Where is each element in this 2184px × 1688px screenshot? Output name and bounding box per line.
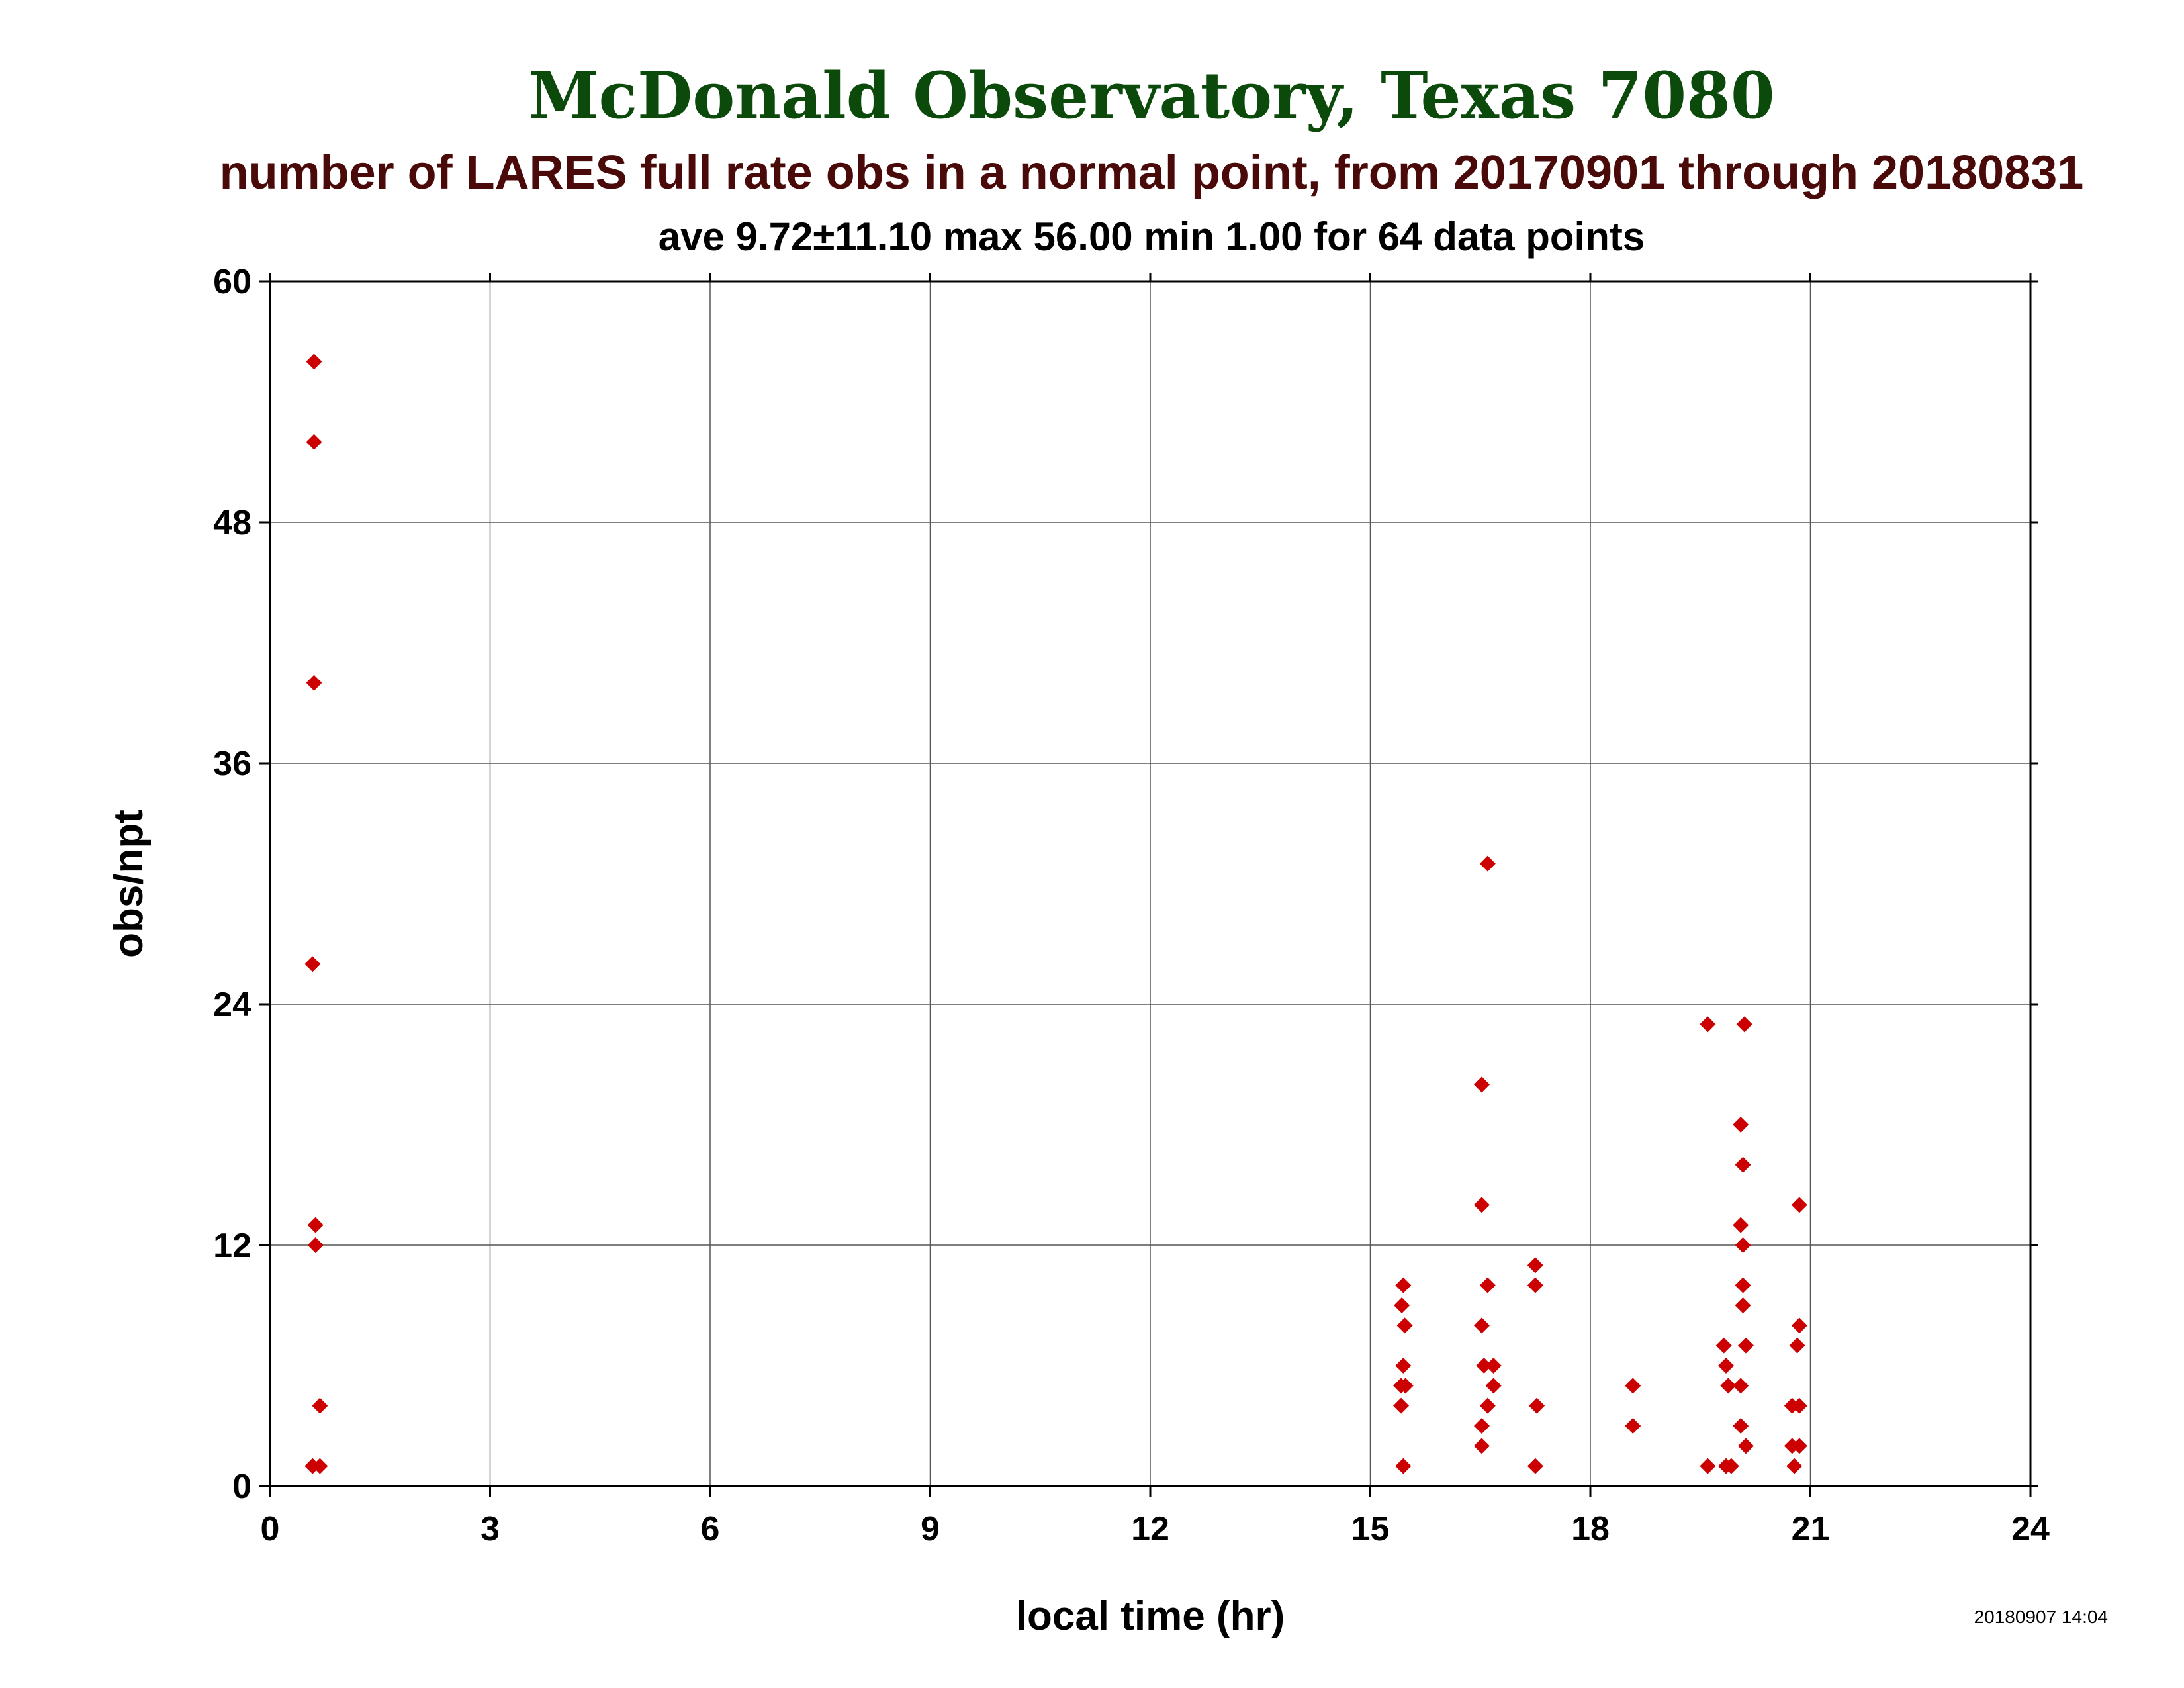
data-point — [1479, 1397, 1496, 1414]
data-point — [306, 434, 322, 450]
data-point — [1625, 1418, 1641, 1434]
data-point — [1527, 1458, 1543, 1474]
data-point — [1720, 1378, 1737, 1394]
data-point — [1791, 1438, 1807, 1454]
data-point — [1737, 1438, 1754, 1454]
data-point — [1396, 1317, 1413, 1334]
data-point — [304, 956, 321, 972]
data-point — [1527, 1257, 1543, 1274]
data-point — [312, 1458, 328, 1474]
data-point — [1473, 1438, 1490, 1454]
data-point — [1733, 1418, 1749, 1434]
data-point — [1473, 1076, 1490, 1093]
data-point — [1789, 1337, 1805, 1354]
data-point — [1735, 1297, 1751, 1313]
data-point — [306, 353, 322, 370]
plot-frame — [269, 280, 2032, 1487]
chart-subtitle: number of LARES full rate obs in a norma… — [220, 146, 2084, 199]
x-tick-label: 3 — [480, 1510, 500, 1548]
data-point — [1700, 1016, 1716, 1033]
data-point — [1394, 1297, 1410, 1313]
data-point — [1485, 1358, 1502, 1374]
x-tick-labels: 0 3 6 9 12 15 18 21 24 — [261, 1510, 2050, 1548]
y-tick-label: 36 — [213, 745, 251, 783]
x-tick-label: 18 — [1571, 1510, 1610, 1548]
x-tick-label: 6 — [701, 1510, 720, 1548]
grid-lines — [270, 281, 2030, 1486]
data-point — [1733, 1117, 1749, 1133]
data-point — [1395, 1277, 1412, 1293]
data-point — [307, 1237, 324, 1253]
data-point — [1791, 1197, 1807, 1213]
data-point — [1476, 1358, 1492, 1374]
data-point — [1723, 1458, 1739, 1474]
x-tick-label: 0 — [261, 1510, 280, 1548]
x-tick-label: 9 — [921, 1510, 940, 1548]
timestamp: 20180907 14:04 — [1974, 1607, 2108, 1627]
data-point — [1395, 1358, 1412, 1374]
data-point — [1527, 1277, 1543, 1293]
data-point — [1791, 1397, 1807, 1414]
data-point — [1479, 855, 1496, 872]
data-point — [312, 1397, 328, 1414]
data-point — [1735, 1237, 1751, 1253]
x-tick-label: 21 — [1792, 1510, 1830, 1548]
y-tick-label: 0 — [232, 1468, 251, 1506]
y-axis-label: obs/npt — [106, 810, 152, 958]
y-tick-label: 60 — [213, 263, 251, 301]
y-tick-label: 12 — [213, 1227, 251, 1265]
x-tick-label: 12 — [1131, 1510, 1169, 1548]
data-point — [1485, 1378, 1502, 1394]
data-point — [1715, 1337, 1732, 1354]
data-point — [306, 675, 322, 691]
data-points — [304, 353, 1807, 1474]
data-point — [1736, 1016, 1752, 1033]
chart-title: McDonald Observatory, Texas 7080 — [528, 58, 1774, 133]
data-point — [307, 1217, 324, 1233]
data-point — [1479, 1277, 1496, 1293]
data-point — [1791, 1317, 1807, 1334]
data-point — [1700, 1458, 1716, 1474]
x-tick-label: 24 — [2011, 1510, 2050, 1548]
data-point — [1397, 1378, 1414, 1394]
data-point — [1529, 1397, 1545, 1414]
data-point — [1395, 1458, 1412, 1474]
data-point — [1733, 1217, 1749, 1233]
data-point — [1737, 1337, 1754, 1354]
data-point — [1733, 1378, 1749, 1394]
y-tick-label: 24 — [213, 986, 251, 1024]
data-point — [1473, 1317, 1490, 1334]
data-point — [1473, 1197, 1490, 1213]
x-axis-label: local time (hr) — [1016, 1593, 1285, 1639]
data-point — [1718, 1358, 1735, 1374]
data-point — [1393, 1397, 1410, 1414]
x-tick-label: 15 — [1351, 1510, 1390, 1548]
data-point — [1735, 1277, 1751, 1293]
data-point — [1735, 1156, 1751, 1173]
data-point — [1473, 1418, 1490, 1434]
y-tick-label: 48 — [213, 504, 251, 542]
data-point — [1625, 1378, 1641, 1394]
axis-ticks — [259, 273, 2038, 1497]
chart-stats-line: ave 9.72±11.10 max 56.00 min 1.00 for 64… — [659, 214, 1645, 259]
y-tick-labels: 0 12 24 36 48 60 — [213, 263, 251, 1506]
data-point — [1786, 1458, 1803, 1474]
